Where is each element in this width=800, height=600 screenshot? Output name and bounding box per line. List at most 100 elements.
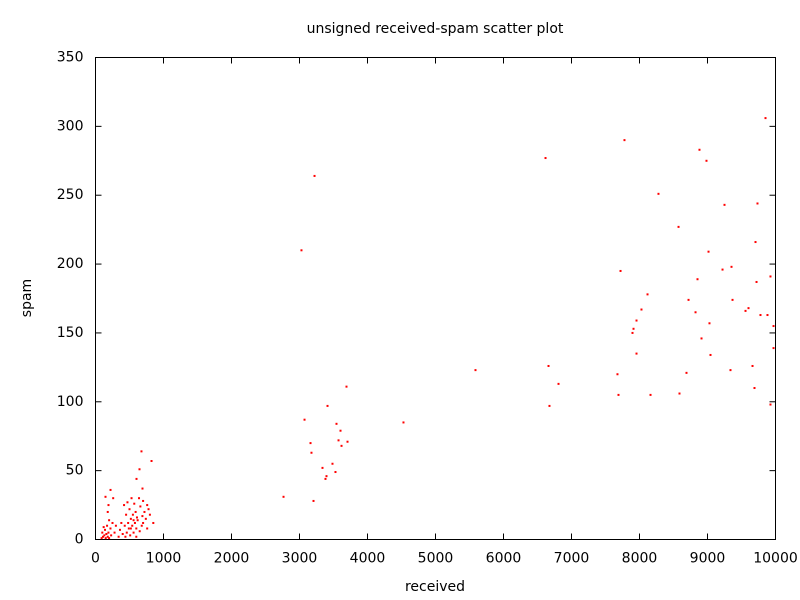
point bbox=[309, 442, 312, 445]
point bbox=[121, 532, 124, 535]
point bbox=[146, 527, 149, 530]
x-tick-label: 5000 bbox=[418, 551, 454, 567]
point bbox=[346, 440, 349, 443]
y-tick-label: 200 bbox=[57, 256, 84, 272]
point bbox=[140, 524, 143, 527]
point bbox=[694, 311, 697, 314]
point bbox=[135, 477, 138, 480]
point bbox=[772, 325, 775, 328]
point bbox=[100, 537, 103, 540]
point bbox=[106, 535, 109, 538]
point bbox=[753, 387, 756, 390]
point bbox=[127, 521, 130, 524]
point bbox=[108, 537, 111, 540]
point bbox=[118, 528, 121, 531]
point bbox=[313, 174, 316, 177]
point bbox=[312, 499, 315, 502]
point bbox=[772, 347, 775, 350]
point bbox=[755, 280, 758, 283]
point bbox=[708, 322, 711, 325]
point bbox=[544, 157, 547, 160]
point bbox=[635, 319, 638, 322]
point bbox=[326, 404, 329, 407]
point bbox=[631, 331, 634, 334]
point bbox=[133, 521, 136, 524]
point bbox=[103, 534, 106, 537]
point bbox=[135, 516, 138, 519]
x-axis-label: received bbox=[405, 579, 465, 595]
point bbox=[646, 293, 649, 296]
point bbox=[143, 510, 146, 513]
point bbox=[102, 526, 105, 529]
point bbox=[125, 513, 128, 516]
point bbox=[138, 497, 141, 500]
point bbox=[112, 497, 115, 500]
point bbox=[142, 499, 145, 502]
point bbox=[129, 517, 132, 520]
y-tick-label: 150 bbox=[57, 325, 84, 341]
chart-title: unsigned received-spam scatter plot bbox=[307, 21, 564, 37]
point bbox=[730, 265, 733, 268]
point bbox=[108, 519, 111, 522]
point bbox=[709, 353, 712, 356]
point bbox=[150, 460, 153, 463]
y-tick-label: 350 bbox=[57, 50, 84, 66]
point bbox=[623, 139, 626, 142]
point bbox=[310, 451, 313, 454]
point bbox=[700, 337, 703, 340]
point bbox=[548, 404, 551, 407]
point bbox=[766, 314, 769, 317]
point bbox=[617, 393, 620, 396]
point bbox=[111, 521, 114, 524]
point bbox=[723, 203, 726, 206]
point bbox=[402, 421, 405, 424]
point bbox=[129, 534, 132, 537]
point bbox=[139, 505, 142, 508]
point bbox=[113, 531, 116, 534]
point bbox=[109, 488, 112, 491]
x-tick-label: 3000 bbox=[282, 551, 318, 567]
point bbox=[138, 468, 141, 471]
point bbox=[616, 373, 619, 376]
point bbox=[677, 225, 680, 228]
point bbox=[303, 418, 306, 421]
point bbox=[104, 528, 107, 531]
point bbox=[705, 159, 708, 162]
x-tick-label: 8000 bbox=[622, 551, 658, 567]
point bbox=[129, 527, 132, 530]
point bbox=[331, 462, 334, 465]
point bbox=[130, 497, 133, 500]
point bbox=[106, 524, 109, 527]
point bbox=[751, 364, 754, 367]
point bbox=[110, 534, 113, 537]
point bbox=[140, 450, 143, 453]
point bbox=[325, 475, 328, 478]
point bbox=[146, 504, 149, 507]
point bbox=[126, 501, 129, 504]
point bbox=[138, 530, 141, 533]
point bbox=[131, 513, 134, 516]
point bbox=[109, 527, 112, 530]
y-tick-label: 0 bbox=[75, 532, 84, 548]
x-tick-label: 1000 bbox=[146, 551, 182, 567]
point bbox=[744, 309, 747, 312]
point bbox=[747, 307, 750, 310]
point bbox=[335, 422, 338, 425]
point bbox=[142, 521, 145, 524]
point bbox=[104, 537, 107, 540]
point bbox=[754, 241, 757, 244]
x-tick-label: 6000 bbox=[486, 551, 522, 567]
point bbox=[729, 369, 732, 372]
point bbox=[128, 508, 131, 511]
point bbox=[657, 192, 660, 195]
point bbox=[141, 487, 144, 490]
point bbox=[764, 117, 767, 120]
point bbox=[345, 385, 348, 388]
point bbox=[141, 515, 144, 518]
point bbox=[144, 517, 147, 520]
point bbox=[124, 535, 127, 538]
point bbox=[133, 502, 136, 505]
point bbox=[339, 429, 342, 432]
